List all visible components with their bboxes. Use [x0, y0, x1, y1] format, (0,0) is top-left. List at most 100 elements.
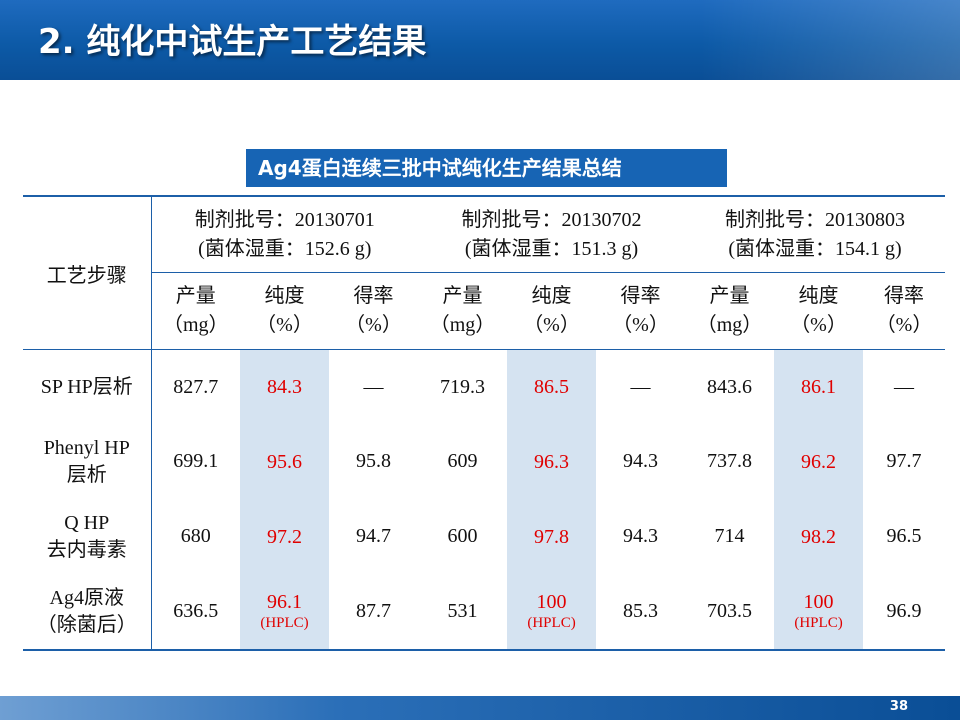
metric-name: 产量: [442, 285, 483, 307]
recovery-cell: 96.9: [863, 574, 946, 651]
recovery-cell: 96.5: [886, 525, 922, 547]
step-column-header: 工艺步骤: [23, 195, 152, 350]
slide-header: 2. 纯化中试生产工艺结果: [0, 0, 960, 80]
metric-unit: （%）: [790, 314, 847, 336]
batch-weight: (菌体湿重：152.6 g): [198, 237, 372, 260]
page-number: 38: [889, 699, 908, 714]
purity-cell: 95.6: [240, 424, 329, 499]
metric-unit: （%）: [345, 314, 402, 336]
metric-unit: （%）: [256, 314, 313, 336]
step-name-line: 去内毒素: [46, 538, 127, 561]
yield-cell: 600: [447, 525, 478, 547]
recovery-cell: —: [630, 375, 651, 398]
metric-unit: （mg）: [696, 314, 763, 336]
batch-header: 制剂批号：20130803 (菌体湿重：154.1 g): [685, 195, 946, 273]
purity-cell: 86.5: [507, 349, 597, 424]
step-name-line: 层析: [66, 463, 107, 486]
yield-cell: 719.3: [440, 375, 486, 398]
purity-value: 97.2: [267, 525, 302, 548]
batch-header: 制剂批号：20130701 (菌体湿重：152.6 g): [151, 195, 419, 273]
step-name-line: Ag4原液: [49, 586, 124, 609]
step-name-line: SP HP层析: [40, 375, 133, 398]
recovery-cell: 87.7: [329, 574, 419, 651]
metric-name: 产量: [175, 285, 216, 307]
metric-unit: （mg）: [429, 314, 496, 336]
recovery-cell: —: [894, 375, 915, 398]
metric-unit: （%）: [612, 314, 669, 336]
purity-cell: 96.3: [507, 424, 597, 499]
metric-name: 纯度: [798, 285, 839, 307]
step-name-line: Phenyl HP: [43, 436, 130, 459]
metric-name: 纯度: [264, 285, 305, 307]
metric-header-purity: 纯度 （%）: [774, 272, 864, 350]
table-row: SP HP层析 827.7 84.3 — 719.3 86.5 — 843.6 …: [23, 349, 945, 424]
yield-cell: 699.1: [173, 450, 219, 472]
metric-header-row: 产量 （mg） 纯度 （%） 得率 （%） 产量 （mg） 纯度 （%） 得率 （%） 产量…: [23, 272, 946, 350]
recovery-cell: 97.7: [886, 450, 922, 472]
purity-value: 96.3: [534, 450, 570, 473]
metric-header-recovery: 得率 （%）: [329, 272, 419, 350]
yield-cell: 714: [714, 525, 745, 547]
purity-cell: 100 (HPLC): [507, 574, 597, 651]
metric-name: 产量: [709, 285, 750, 307]
purity-value: 86.5: [534, 376, 570, 398]
table-row: Phenyl HP 层析 699.1 95.6 95.8 609 96.3 94.…: [23, 424, 945, 499]
batch-header-row: 工艺步骤 制剂批号：20130701 (菌体湿重：152.6 g) 制剂批号：2…: [23, 195, 946, 350]
results-table: 工艺步骤 制剂批号：20130701 (菌体湿重：152.6 g) 制剂批号：2…: [23, 195, 946, 651]
metric-header-yield: 产量 （mg）: [151, 272, 240, 350]
metric-header-purity: 纯度 （%）: [507, 272, 597, 350]
slide-footer: 38: [0, 696, 960, 720]
purity-value: 98.2: [801, 525, 837, 548]
recovery-cell: 94.7: [356, 525, 392, 547]
batch-weight: (菌体湿重：154.1 g): [728, 237, 902, 260]
recovery-cell: 94.3: [623, 450, 659, 472]
yield-cell: 609: [447, 450, 478, 472]
purity-value: 84.3: [267, 376, 302, 398]
step-name: SP HP层析: [23, 349, 152, 424]
header-decoration: [700, 0, 960, 80]
purity-cell: 84.3: [240, 349, 329, 424]
yield-cell: 843.6: [707, 375, 753, 398]
recovery-cell: 95.8: [356, 450, 392, 472]
purity-method-note: (HPLC): [260, 614, 309, 631]
step-name: Phenyl HP 层析: [23, 424, 152, 499]
step-name: Q HP 去内毒素: [23, 499, 152, 574]
batch-lot: 制剂批号：20130701: [194, 208, 375, 231]
metric-unit: （%）: [875, 314, 933, 336]
metric-header-purity: 纯度 （%）: [240, 272, 329, 350]
purity-value: 96.1: [267, 590, 302, 613]
purity-cell: 97.2: [240, 499, 329, 574]
recovery-cell: 94.3: [623, 525, 659, 547]
purity-value: 100: [803, 590, 834, 613]
metric-header-yield: 产量 （mg）: [685, 272, 775, 350]
step-name: Ag4原液 （除菌后）: [23, 574, 152, 651]
yield-cell: 680: [180, 525, 211, 547]
metric-header-recovery: 得率 （%）: [863, 272, 946, 350]
table-caption: Ag4蛋白连续三批中试纯化生产结果总结: [246, 149, 727, 187]
yield-cell: 737.8: [707, 450, 753, 472]
metric-header-recovery: 得率 （%）: [596, 272, 686, 350]
purity-value: 100: [536, 590, 567, 613]
purity-value: 86.1: [801, 376, 837, 398]
metric-header-yield: 产量 （mg）: [418, 272, 508, 350]
yield-cell: 703.5: [685, 574, 775, 651]
purity-cell: 96.1 (HPLC): [240, 574, 329, 651]
purity-method-note: (HPLC): [527, 614, 576, 631]
batch-weight: (菌体湿重：151.3 g): [464, 237, 639, 260]
batch-lot: 制剂批号：20130702: [461, 208, 642, 231]
purity-value: 97.8: [534, 525, 570, 548]
purity-cell: 98.2: [774, 499, 864, 574]
metric-name: 纯度: [531, 285, 572, 307]
batch-header: 制剂批号：20130702 (菌体湿重：151.3 g): [418, 195, 686, 273]
purity-method-note: (HPLC): [794, 614, 843, 631]
batch-lot: 制剂批号：20130803: [725, 208, 906, 231]
yield-cell: 636.5: [151, 574, 240, 651]
metric-name: 得率: [884, 285, 925, 307]
metric-unit: （%）: [523, 314, 580, 336]
recovery-cell: —: [363, 375, 384, 398]
yield-cell: 531: [418, 574, 508, 651]
metric-name: 得率: [620, 285, 661, 307]
metric-unit: （mg）: [162, 314, 229, 336]
purity-value: 95.6: [267, 450, 302, 473]
metric-name: 得率: [353, 285, 394, 307]
